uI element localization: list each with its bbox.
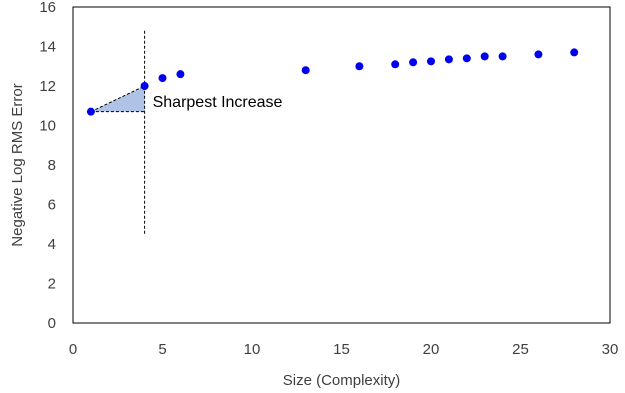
data-point	[570, 48, 578, 56]
x-tick-label: 0	[69, 341, 77, 358]
x-axis-title: Size (Complexity)	[283, 372, 401, 389]
y-tick-label: 4	[48, 236, 56, 253]
data-point	[445, 55, 453, 63]
data-point	[87, 108, 95, 116]
y-tick-label: 16	[39, 0, 56, 16]
y-tick-label: 14	[39, 39, 56, 56]
annotation-label: Sharpest Increase	[153, 94, 283, 111]
x-tick-label: 10	[244, 341, 261, 358]
data-point	[355, 62, 363, 70]
data-point	[302, 66, 310, 74]
data-point	[159, 74, 167, 82]
y-tick-label: 6	[48, 197, 56, 214]
data-point	[481, 52, 489, 60]
data-point	[176, 70, 184, 78]
y-tick-label: 2	[48, 276, 56, 293]
x-tick-labels: 0 5 10 15 20 25 30	[69, 341, 619, 358]
y-tick-label: 10	[39, 118, 56, 135]
y-tick-labels: 0 2 4 6 8 10 12 14 16	[39, 0, 56, 332]
data-point	[463, 54, 471, 62]
y-tick-label: 0	[48, 315, 56, 332]
x-tick-label: 15	[333, 341, 350, 358]
y-tick-label: 12	[39, 78, 56, 95]
x-tick-label: 20	[423, 341, 440, 358]
data-point	[141, 82, 149, 90]
x-tick-label: 30	[602, 341, 619, 358]
data-point	[409, 58, 417, 66]
x-tick-label: 25	[512, 341, 529, 358]
y-tick-label: 8	[48, 157, 56, 174]
data-point	[499, 52, 507, 60]
plot-area	[73, 7, 610, 323]
data-point	[427, 57, 435, 65]
y-axis-title: Negative Log RMS Error	[9, 83, 26, 246]
data-point	[391, 60, 399, 68]
data-point	[534, 50, 542, 58]
x-tick-label: 5	[158, 341, 166, 358]
